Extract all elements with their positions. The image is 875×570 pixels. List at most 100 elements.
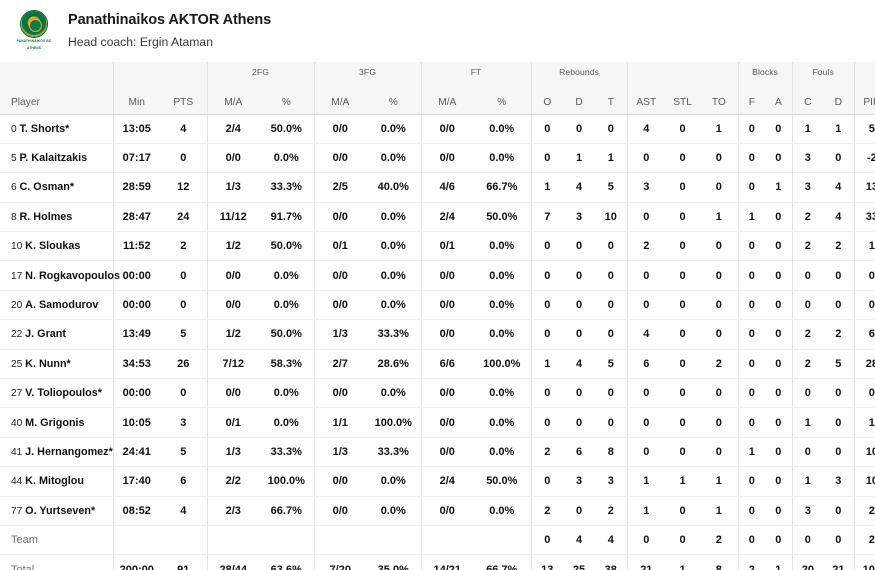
cell-pir: 0 (853, 260, 875, 291)
cell-ft-pct: 0.0% (473, 437, 532, 468)
col-2fg-pct[interactable]: % (259, 84, 315, 115)
table-row[interactable]: 40 M. Grigonis 10:05 3 0/1 0.0% 1/1 100.0% 0/0 0… (0, 407, 875, 438)
cell-ft-ma: 0/0 (420, 114, 474, 144)
col-to[interactable]: TO (700, 84, 739, 115)
cell-ft-ma: 0/0 (420, 260, 474, 291)
cell-fg3-ma (313, 525, 367, 556)
table-row[interactable]: 5 P. Kalaitzakis 07:17 0 0/0 0.0% 0/0 0.0% 0/0 0… (0, 143, 875, 174)
col-reb-d[interactable]: D (563, 84, 596, 115)
cell-blk-a: 0 (765, 114, 793, 144)
cell-fg3-pct: 35.0% (377, 563, 409, 570)
cell-reb-d: 0 (563, 260, 596, 291)
col-3fg-pct[interactable]: % (366, 84, 422, 115)
cell-reb-t: 0 (595, 290, 628, 321)
cell-fg2-ma: 0/0 (206, 260, 259, 291)
cell-min: 10:05 (112, 407, 160, 438)
col-pts[interactable]: PTS (160, 84, 207, 115)
cell-stl: 0 (665, 172, 701, 203)
cell-pir: 1 (853, 231, 875, 262)
cell-fg2-pct: 33.3% (259, 437, 315, 468)
cell-fg3-ma: 1/1 (313, 407, 367, 438)
cell-pts: 5 (160, 319, 207, 350)
player-number: 41 (11, 446, 26, 458)
col-blk-f[interactable]: F (737, 84, 766, 115)
col-pir[interactable]: PIR (853, 84, 875, 115)
table-row[interactable]: 10 K. Sloukas 11:52 2 1/2 50.0% 0/1 0.0% 0/1 0.0… (0, 231, 875, 262)
cell-reb-d: 4 (563, 172, 596, 203)
cell-ft-ma: 0/0 (420, 290, 474, 321)
cell-fg2-ma: 0/1 (206, 407, 259, 438)
table-row[interactable]: 6 C. Osman* 28:59 12 1/3 33.3% 2/5 40.0% 4/6 66.… (0, 172, 875, 203)
cell-foul-c: 0 (791, 290, 824, 321)
cell-min: 24:41 (112, 437, 160, 468)
col-ast[interactable]: AST (626, 84, 666, 115)
cell-blk-f: 0 (737, 231, 766, 262)
table-row[interactable]: 20 A. Samodurov 00:00 0 0/0 0.0% 0/0 0.0% 0/0 0.… (0, 290, 875, 321)
cell-foul-d: 3 (823, 466, 855, 497)
table-row[interactable]: 27 V. Toliopoulos* 00:00 0 0/0 0.0% 0/0 0.0% 0/… (0, 378, 875, 409)
cell-pir: -2 (853, 143, 875, 174)
table-row[interactable]: 22 J. Grant 13:49 5 1/2 50.0% 1/3 33.3% 0/0 0.0%… (0, 319, 875, 350)
team-title-block: Panathinaikos AKTOR Athens Head coach: E… (68, 12, 271, 50)
col-foul-c[interactable]: C (791, 84, 824, 115)
table-row[interactable]: 41 J. Hernangomez* 24:41 5 1/3 33.3% 1/3 33.3%… (0, 437, 875, 468)
cell-fg3-ma: 0/0 (313, 114, 367, 144)
cell-blk-f: 0 (737, 172, 766, 203)
cell-ft-ma: 0/0 (420, 319, 474, 350)
cell-to: 0 (700, 143, 739, 174)
col-ft-ma[interactable]: M/A (420, 84, 474, 115)
cell-min: 28:47 (112, 202, 160, 233)
table-row[interactable]: 25 K. Nunn* 34:53 26 7/12 58.3% 2/7 28.6% 6/6 10… (0, 349, 875, 380)
cell-fg2-ma: 2/3 (206, 496, 259, 526)
cell-pts: 12 (160, 172, 207, 203)
col-player[interactable]: Player (0, 84, 113, 115)
cell-pts: 6 (160, 466, 207, 497)
col-blk-a[interactable]: A (765, 84, 793, 115)
cell-reb-d: 4 (563, 525, 596, 556)
cell-foul-d: 21 (832, 563, 845, 570)
cell-reb-t: 5 (595, 172, 628, 203)
col-reb-o[interactable]: O (530, 84, 564, 115)
cell-reb-t: 10 (595, 202, 628, 233)
total-row: Total 200:00 91 28/44 63.6% 7/20 35.0% 14/21 66.… (0, 554, 875, 570)
cell-foul-c: 0 (791, 437, 824, 468)
cell-reb-o: 0 (530, 378, 564, 409)
cell-ast: 1 (626, 466, 666, 497)
cell-reb-d: 1 (563, 143, 596, 174)
cell-to: 2 (700, 349, 739, 380)
cell-reb-o: 0 (530, 319, 564, 350)
cell-foul-c: 1 (791, 114, 824, 144)
col-foul-d[interactable]: D (823, 84, 855, 115)
cell-stl: 0 (665, 231, 701, 262)
col-min[interactable]: Min (112, 84, 160, 115)
cell-blk-f: 0 (737, 466, 766, 497)
col-reb-t[interactable]: T (595, 84, 628, 115)
cell-blk-a: 0 (765, 260, 793, 291)
cell-blk-a: 0 (765, 319, 793, 350)
table-row[interactable]: 8 R. Holmes 28:47 24 11/12 91.7% 0/0 0.0% 2/4 50… (0, 202, 875, 233)
col-3fg-ma[interactable]: M/A (313, 84, 367, 115)
col-2fg-ma[interactable]: M/A (206, 84, 259, 115)
col-stl[interactable]: STL (665, 84, 701, 115)
col-ft-pct[interactable]: % (473, 84, 532, 115)
team-logo: PANATHINAIKOS BC ATHENS (12, 8, 56, 54)
cell-blk-f: 0 (737, 349, 766, 380)
cell-fg3-pct: 0.0% (366, 114, 422, 144)
cell-ft-ma: 0/1 (420, 231, 474, 262)
table-row[interactable]: 44 K. Mitoglou 17:40 6 2/2 100.0% 0/0 0.0% 2/4 5… (0, 466, 875, 497)
cell-blk-f: 0 (737, 319, 766, 350)
cell-ast: 0 (626, 525, 666, 556)
cell-reb-d: 0 (563, 407, 596, 438)
player-name-cell: 17 N. Rogkavopoulos (0, 260, 120, 291)
cell-reb-d: 25 (572, 563, 586, 570)
table-row[interactable]: 17 N. Rogkavopoulos 00:00 0 0/0 0.0% 0/0 0.0% 0… (0, 260, 875, 291)
cell-pts: 0 (160, 378, 207, 409)
cell-reb-d: 4 (563, 349, 596, 380)
cell-to: 1 (700, 114, 739, 144)
cell-fg3-pct: 0.0% (366, 231, 422, 262)
table-row[interactable]: 0 T. Shorts* 13:05 4 2/4 50.0% 0/0 0.0% 0/0 0.0%… (0, 114, 875, 144)
player-name: K. Nunn* (25, 357, 71, 370)
cell-to: 1 (700, 466, 739, 497)
cell-ast: 2 (626, 231, 666, 262)
table-row[interactable]: 77 O. Yurtseven* 08:52 4 2/3 66.7% 0/0 0.0% 0/0… (0, 496, 875, 526)
